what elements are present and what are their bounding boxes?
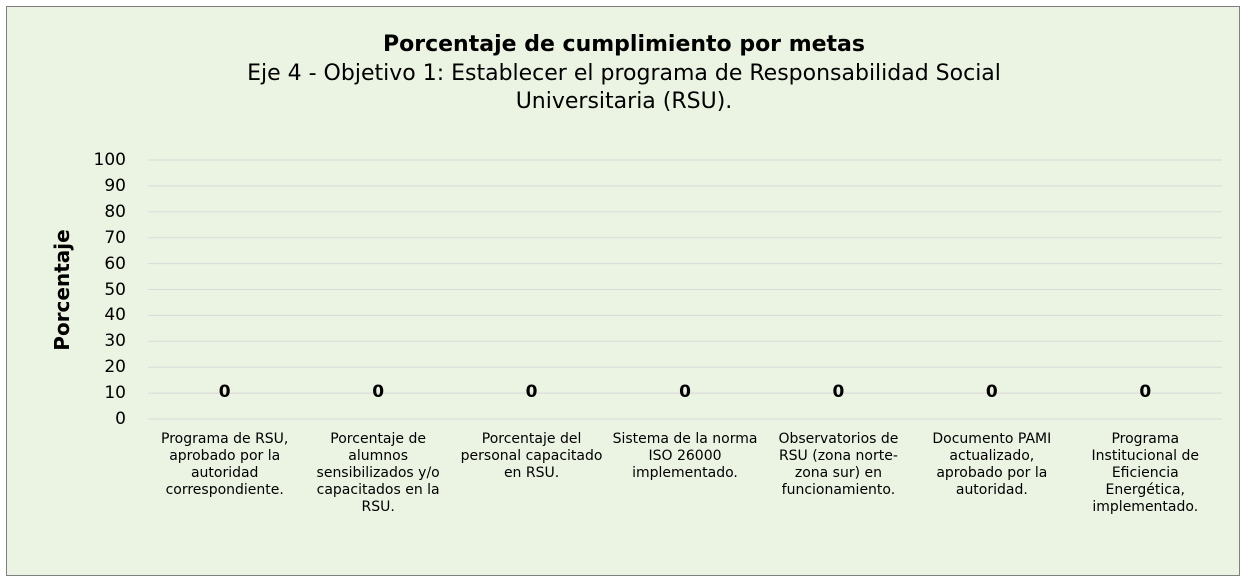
- data-label: 0: [985, 382, 998, 402]
- data-label: 0: [372, 382, 385, 402]
- x-tick-label: Programa de RSU, aprobado por la autorid…: [161, 431, 289, 498]
- y-tick-label: 40: [104, 305, 126, 326]
- chart-title: Porcentaje de cumplimiento por metas: [383, 32, 865, 57]
- y-tick-label: 60: [104, 253, 126, 274]
- y-tick-label: 80: [104, 201, 126, 222]
- data-label: 0: [679, 382, 691, 402]
- data-label: 0: [525, 382, 538, 402]
- y-tick-label: 50: [104, 279, 126, 300]
- y-tick-label: 90: [104, 175, 126, 196]
- data-label: 0: [218, 382, 231, 402]
- y-tick-label: 70: [104, 227, 126, 248]
- chart-subtitle: Eje 4 - Objetivo 1: Establecer el progra…: [247, 61, 1001, 114]
- page: Porcentaje de cumplimiento por metas Eje…: [6, 6, 1240, 576]
- data-label: 0: [832, 382, 845, 402]
- y-axis-label: Porcentaje: [50, 229, 74, 351]
- y-tick-label: 20: [104, 357, 126, 378]
- data-label: 0: [1139, 382, 1152, 402]
- x-tick-label: Porcentaje de alumnos sensibilizados y/o…: [316, 431, 440, 515]
- y-tick-label: 30: [104, 331, 126, 352]
- x-tick-label: Porcentaje del personal capacitado en RS…: [460, 431, 603, 481]
- y-tick-label: 0: [115, 409, 126, 429]
- x-tick-label: Documento PAMI actualizado, aprobado por…: [932, 431, 1052, 498]
- y-tick-label: 100: [93, 150, 126, 170]
- x-tick-label: Sistema de la norma ISO 26000 implementa…: [612, 431, 758, 481]
- plot: [148, 159, 1222, 420]
- x-tick-label: Observatorios de RSU (zona norte-zona su…: [778, 431, 899, 498]
- y-tick-label: 10: [104, 383, 126, 404]
- chart-frame: [6, 6, 1240, 576]
- x-tick-label: Programa Institucional de Eficiencia Ene…: [1091, 431, 1200, 515]
